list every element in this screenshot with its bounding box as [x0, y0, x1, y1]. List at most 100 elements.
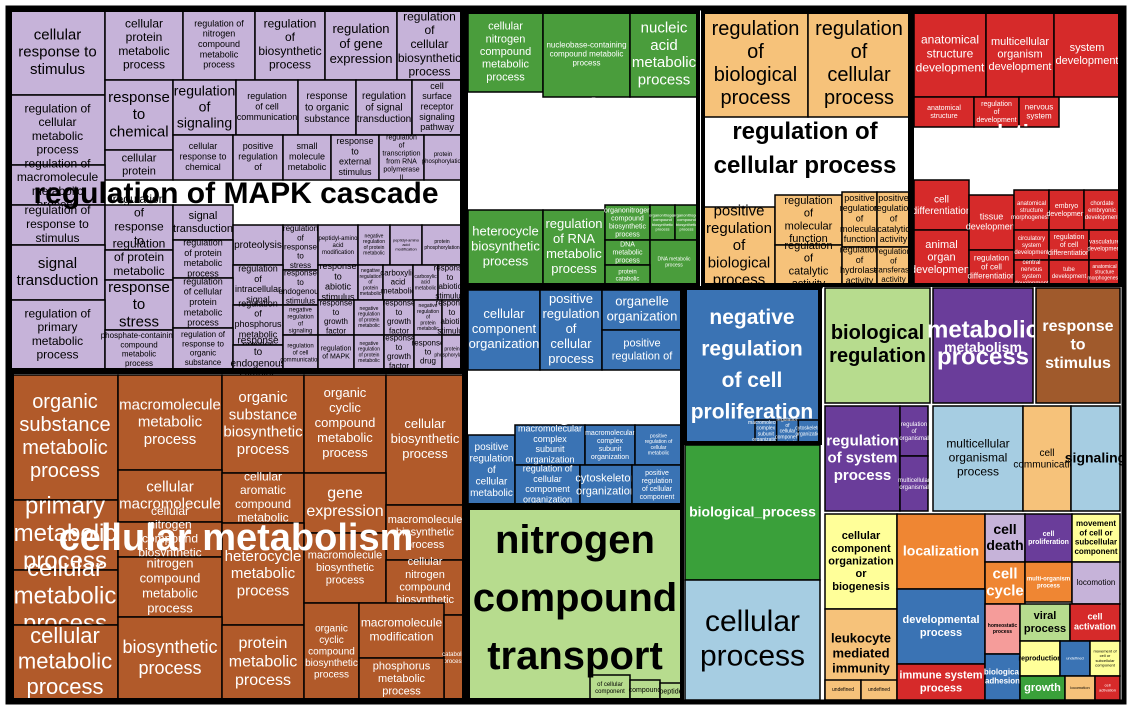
- treemap-tile-cellular-protein-metabolic-process: [104, 9, 184, 81]
- treemap-tile-dna-metabolic-process: [604, 239, 651, 266]
- treemap-tile-cellular-process: [684, 579, 821, 701]
- treemap-tile-signaling: [1070, 405, 1121, 512]
- treemap-tile-response-to-stress: [104, 279, 174, 331]
- treemap-tile-undefined: [1059, 640, 1091, 677]
- treemap-tile-positive-regulation-of: [232, 134, 284, 181]
- treemap-tile-central-nervous-system-development: [1013, 259, 1050, 286]
- treemap-tile-nitrogen-compound-metabolic-process: [117, 556, 223, 618]
- treemap-tile-regulation-of-response-to-stimulus: [104, 204, 174, 251]
- treemap-tile-macromolecule-metabolic-process: [117, 374, 223, 471]
- treemap-tile-positive-regulation-of-catalytic-activity: [876, 191, 911, 248]
- treemap-tile-dna-metabolic-process: [649, 239, 699, 286]
- treemap-tile-cellular-macromolecule: [117, 469, 223, 523]
- treemap-tile-chordate-embryonic-development: [1083, 189, 1121, 231]
- treemap-tile-cell-proliferation: [1024, 513, 1073, 563]
- treemap-tile-macromolecular-complex-subunit-organization: [584, 424, 636, 466]
- group-label-organonitrogen-compound-catabolism: organonitrogen compound catabolism: [486, 93, 678, 204]
- treemap-tile-protein-metabolic-process: [221, 624, 305, 701]
- treemap-tile-multicellular-organismal-process: [932, 405, 1024, 512]
- treemap-tile-negative-regulation-of-protein-metabolic: [357, 264, 384, 301]
- treemap-tile-cellular-nitrogen-compound-biosynthetic-process: [117, 521, 223, 558]
- treemap-tile-tube-development: [1048, 259, 1090, 286]
- treemap-tile-cytoskeleton-organization: [579, 464, 633, 506]
- treemap-tile-macromolecular-complex-subunit-organization: [754, 419, 778, 444]
- treemap-tile-reproduction: [1019, 640, 1061, 677]
- treemap-tile-cellular-component-organization: [467, 289, 541, 371]
- treemap-tile-regulation-of-cell-communication: [282, 334, 319, 371]
- treemap-tile-macromolecule-biosynthetic-process: [303, 532, 387, 604]
- treemap-tile-homeostatic-process: [984, 603, 1021, 655]
- treemap-tile-embryo-development: [1048, 189, 1085, 231]
- group-frame-supramolecular: [464, 286, 684, 507]
- treemap-tile-positive-regulation-of-cellular-component: [631, 464, 683, 506]
- treemap-tile-locomotion: [1064, 675, 1096, 701]
- treemap-tile-carboxylic-acid-metabolic: [382, 264, 414, 301]
- treemap-tile-cell-activation: [1094, 675, 1121, 701]
- treemap-tile-regulation-of-hydrolase-activity: [841, 246, 878, 286]
- treemap-tile-organic-substance-biosynthetic-process: [221, 374, 305, 474]
- treemap-tile-negative-regulation-of-protein-metabolic: [353, 334, 385, 371]
- treemap-tile-tissue-development: [968, 194, 1015, 251]
- treemap-tile-positive-regulation-of-cellular-process: [539, 289, 603, 371]
- group-label-regulation-of-cellular-process: regulation of cellular process: [714, 119, 897, 180]
- treemap-tile-multicellular-organism-development: [985, 11, 1055, 98]
- treemap-tile-cell-activation: [1069, 603, 1121, 642]
- treemap-tile-regulation-of-cell-differentiation: [1048, 229, 1090, 261]
- treemap-tile-regulation-of-system-process: [824, 405, 901, 512]
- treemap-tile-protein-phosphorylation: [421, 224, 463, 266]
- treemap-tile-regulation-of-rna-metabolic-process: [542, 209, 606, 286]
- treemap-tile-locomotion: [1071, 561, 1121, 605]
- treemap-tile-multi-organism-process: [1024, 561, 1073, 603]
- treemap-tile-small-molecule-metabolic: [282, 134, 332, 181]
- treemap-tile-organonitrogen-compound-biosynthetic-process: [604, 204, 651, 241]
- treemap-tile-peptidyl-amino-acid-modification: [389, 224, 423, 266]
- treemap-tile-cell-cycle: [984, 561, 1026, 605]
- treemap-tile-circulatory-system-development: [1013, 229, 1050, 261]
- treemap-tile-regulation-of-response-to-organic-substance: [172, 327, 234, 371]
- treemap-tile-signal-transduction: [9, 244, 106, 301]
- treemap-tile-signal-transduction: [172, 204, 234, 241]
- treemap-tile-gene-expression: [303, 472, 387, 534]
- treemap-tile-cellular-metabolic-process: [11, 569, 119, 626]
- treemap-tile-negative-regulation-of-protein-metabolic: [357, 224, 391, 266]
- treemap-tile-phosphorus-metabolic-process: [358, 657, 445, 701]
- treemap-tile-macromolecule-biosynthetic-process: [385, 504, 465, 561]
- treemap-tile-organonitrogen-compound-biosynthetic-process: [674, 204, 699, 241]
- treemap-tile-system-development: [1053, 11, 1121, 98]
- treemap-tile-regulation-of-cellular-component-organization: [514, 464, 581, 506]
- treemap-tile-organonitrogen-compound-biosynthetic-process: [649, 204, 676, 241]
- treemap-tile-regulation-of-phosphorus-metabolic-process: [232, 304, 284, 346]
- treemap-tile-regulation-of-cell-communication: [235, 79, 299, 136]
- treemap-tile-primary-metabolic-process: [11, 499, 119, 571]
- treemap-tile-of-cellular-component: [589, 674, 631, 701]
- treemap-tile-response-to-growth-factor: [383, 334, 415, 371]
- treemap-tile-nucleic-acid-metabolic-process: [629, 11, 699, 98]
- treemap-tile-response-to-growth-factor: [383, 299, 415, 336]
- treemap-tile-cellular-biosynthetic-process: [385, 374, 465, 506]
- treemap-tile-regulation-of-response-to-stress: [282, 224, 319, 271]
- treemap-tile-regulation-of-response-to-stimulus: [9, 204, 106, 246]
- group-frame-organonitrogen: [464, 10, 700, 287]
- treemap-tile-negative-regulation-of-protein-metabolic: [413, 299, 443, 336]
- treemap-tile-compound: [629, 679, 661, 701]
- treemap-tile-macromolecular-complex-subunit-organization: [514, 424, 586, 466]
- treemap-tile-response-to-abiotic-stimulus: [317, 264, 359, 301]
- treemap-tile-regulation-of-transcription-from-rna-polymerase-ii: [378, 134, 425, 181]
- treemap-tile-nitrogen-compound-transport: [467, 507, 683, 701]
- treemap-tile-anatomical-structure: [913, 96, 975, 128]
- treemap-tile-developmental-process: [896, 588, 986, 665]
- treemap-tile-cytoskeleton-organization: [797, 419, 821, 444]
- treemap-tile-organelle-organization: [601, 289, 683, 331]
- treemap-tile-response-to-growth-factor: [317, 299, 355, 336]
- treemap-tile-regulation-of-cellular-process: [807, 11, 911, 118]
- treemap-tile-catabolic-process: [443, 614, 465, 701]
- treemap-tile-response-to-external-stimulus: [330, 134, 380, 181]
- treemap-tile-cellular-aromatic-compound-metabolic: [221, 472, 305, 524]
- treemap-tile-regulation-of-cellular-protein-metabolic-process: [172, 277, 234, 329]
- treemap-tile-metabolic-process: [932, 287, 1034, 404]
- treemap-tile-regulation-of-organismal: [899, 405, 929, 457]
- group-frame-negative-regulation: [683, 286, 822, 445]
- treemap-tile-regulation-of-development: [973, 96, 1020, 128]
- treemap-tile-biological-process: [684, 444, 821, 581]
- treemap-tile-peptidyl-amino-acid-modification: [317, 224, 359, 266]
